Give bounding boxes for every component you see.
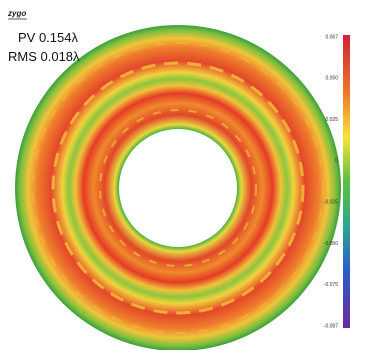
colorbar-label: 0 bbox=[335, 158, 338, 164]
band-texture bbox=[32, 42, 324, 334]
center-hole bbox=[119, 129, 237, 247]
colorbar bbox=[343, 35, 350, 328]
logo: zygo bbox=[7, 9, 26, 18]
band-texture bbox=[99, 109, 257, 267]
colorbar-label: 0.067 bbox=[325, 34, 338, 40]
colorbar-label: 0.025 bbox=[325, 117, 338, 123]
colorbar-label: -0.075 bbox=[324, 282, 338, 288]
colorbar-labels: 0.067 0.050 0.025 0 -0.025 -0.050 -0.075 -0.087 bbox=[324, 34, 338, 329]
pv-value: PV 0.154λ bbox=[18, 30, 78, 45]
colorbar-label: 0.050 bbox=[325, 76, 338, 82]
colorbar-label: -0.087 bbox=[324, 323, 338, 329]
rms-value: RMS 0.018λ bbox=[8, 49, 80, 64]
colorbar-label: -0.025 bbox=[324, 199, 338, 205]
colorbar-label: -0.050 bbox=[324, 241, 338, 247]
band-texture bbox=[51, 61, 305, 315]
